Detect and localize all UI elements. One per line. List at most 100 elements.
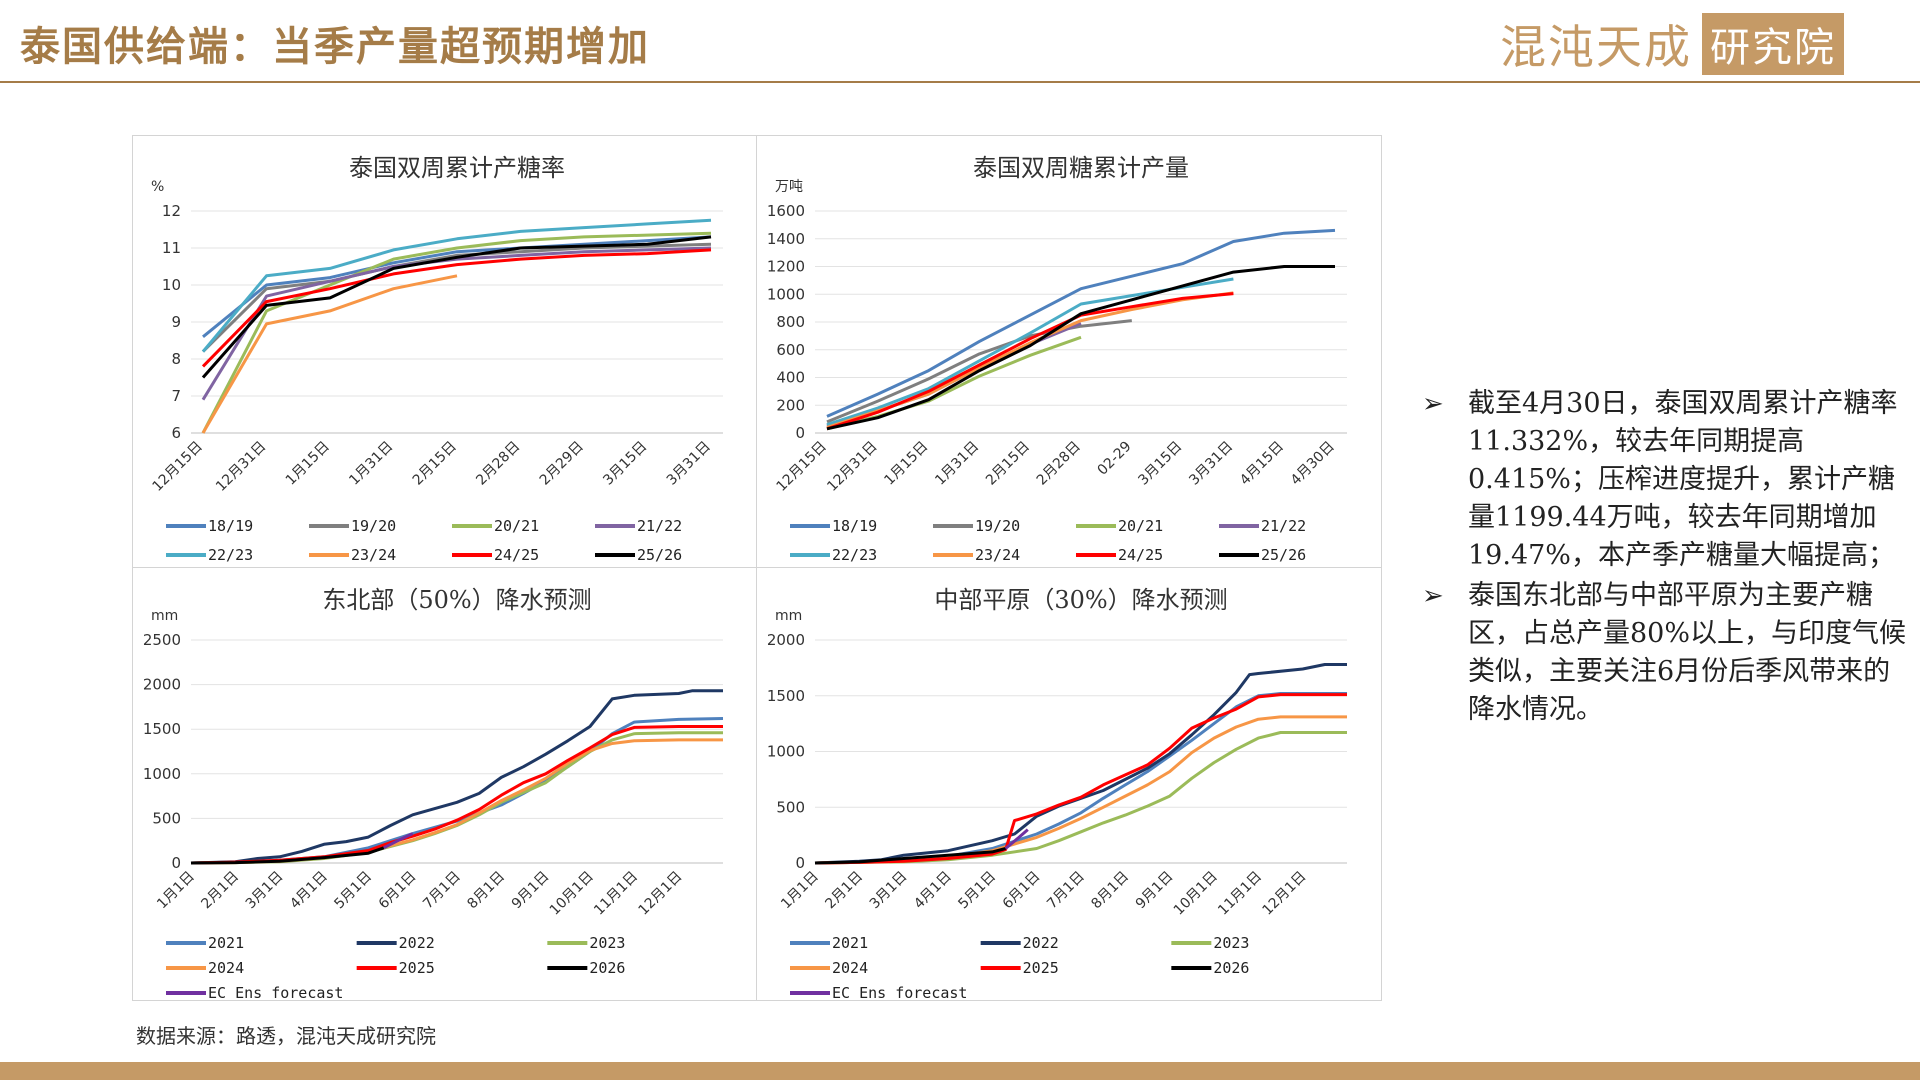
data-source: 数据来源：路透，混沌天成研究院 [136,1024,436,1048]
y-tick-label: 1000 [767,743,805,761]
y-axis-unit: % [151,179,164,195]
chart-central-plain-rainfall: 中部平原（30%）降水预测 mm 0 500 1000 1500 2000 1月1日 2月1日 3… [757,568,1381,1000]
legend-item-2022: 2022 [356,934,435,952]
x-tick-label: 12月31日 [213,439,269,495]
y-tick-label: 12 [162,202,181,220]
bullet-text: 截至4月30日，泰国双周累计产糖率11.332%，较去年同期提高0.415%；压… [1468,388,1898,571]
legend-item-19-20: 19/20 [933,517,1020,535]
legend-item-2024: 2024 [790,959,868,977]
x-tick-label: 7月1日 [420,869,464,913]
x-tick-label: 5月1日 [331,869,375,913]
legend-label: 2021 [832,934,868,952]
legend-label: 25/26 [637,546,682,564]
series-line-19-20 [201,242,712,353]
legend-label: 18/19 [832,517,877,535]
x-tick-label: 3月1日 [867,869,911,913]
chart-title: 东北部（50%）降水预测 [322,586,591,614]
series-line-19-20 [826,319,1132,424]
y-tick-label: 7 [171,387,181,405]
y-tick-label: 8 [171,350,181,368]
legend-item-18-19: 18/19 [166,517,253,535]
legend-item-2023: 2023 [547,934,625,952]
legend-label: 2025 [399,959,435,977]
bullet-point: ➢ 截至4月30日，泰国双周累计产糖率11.332%，较去年同期提高0.415%… [1418,385,1908,575]
y-tick-label: 1000 [767,285,805,303]
series-line-18-19 [826,228,1336,418]
legend-label: 21/22 [1261,517,1306,535]
chart-title: 中部平原（30%）降水预测 [934,586,1227,614]
series-line-23-24 [201,274,458,434]
x-tick-label: 12月15日 [150,439,206,495]
x-tick-label: 3月15日 [1135,439,1185,489]
x-tick-label: 11月1日 [1215,869,1265,919]
series-line-18-19 [202,235,712,338]
legend-label: 2026 [589,959,625,977]
x-tick-label: 8月1日 [464,869,508,913]
footer-bar [0,1062,1920,1080]
legend-item-2023: 2023 [1171,934,1249,952]
x-tick-label: 4月1日 [287,869,331,913]
legend-item-2026: 2026 [547,959,625,977]
legend-item-21-22: 21/22 [595,517,682,535]
legend-label: 2024 [208,959,244,977]
legend-item-18-19: 18/19 [790,517,877,535]
x-tick-label: 8月1日 [1088,869,1132,913]
series-line-25-26 [826,265,1335,431]
x-tick-label: 2月1日 [198,869,242,913]
y-tick-label: 10 [162,276,181,294]
charts-grid: 泰国双周累计产糖率% 6 7 8 9 10 11 12 12月15日 12月31日 1月15日 1月3… [132,135,1382,1001]
legend-label: EC Ens forecast [208,984,343,998]
y-tick-label: 500 [152,809,181,827]
y-tick-label: 2000 [767,631,805,649]
chart-northeast-rainfall: 东北部（50%）降水预测 mm 0 500 1000 1500 2000 2500 1月1日 2月… [133,568,757,1000]
y-tick-label: 1500 [143,720,181,738]
y-tick-label: 1500 [767,687,805,705]
legend-label: 19/20 [975,517,1020,535]
x-tick-label: 6月1日 [376,869,420,913]
legend-label: 21/22 [637,517,682,535]
chart-sugar-rate: 泰国双周累计产糖率% 6 7 8 9 10 11 12 12月15日 12月31日 1月15日 1月3… [133,136,757,568]
series-line-22-23 [201,218,712,353]
series-line-2026 [814,847,1006,865]
y-tick-label: 200 [776,396,805,414]
logo-text: 混沌天成 [1500,20,1692,74]
legend-item-2022: 2022 [980,934,1059,952]
y-tick-label: 0 [795,854,805,872]
legend-item-23-24: 23/24 [309,546,396,564]
y-axis-unit: mm [775,608,802,624]
x-tick-label: 1月1日 [154,869,198,913]
y-tick-label: 1400 [767,230,805,248]
y-tick-label: 800 [776,313,805,331]
legend-item-24-25: 24/25 [1076,546,1163,564]
arrow-bullet-icon: ➢ [1422,389,1444,419]
x-tick-label: 4月30日 [1288,439,1338,489]
legend-item-22-23: 22/23 [166,546,253,564]
series-line-2022 [814,663,1347,865]
legend-item-ec-ens-forecast: EC Ens forecast [790,984,967,998]
x-tick-label: 3月1日 [243,869,287,913]
logo-badge: 研究院 [1702,13,1844,75]
legend-item-22-23: 22/23 [790,546,877,564]
x-tick-label: 3月15日 [600,439,650,489]
legend-item-21-22: 21/22 [1219,517,1306,535]
x-tick-label: 1月15日 [881,439,931,489]
y-axis-unit: mm [151,608,178,624]
x-tick-label: 2月29日 [537,439,587,489]
x-tick-label: 12月1日 [635,869,685,919]
legend-item-19-20: 19/20 [309,517,396,535]
commentary: ➢ 截至4月30日，泰国双周累计产糖率11.332%，较去年同期提高0.415%… [1418,385,1908,731]
y-tick-label: 1600 [767,202,805,220]
x-tick-label: 1月1日 [778,869,822,913]
series-line-24-25 [201,248,712,368]
chart-title: 泰国双周累计产糖率 [349,154,565,182]
legend-item-2024: 2024 [166,959,244,977]
legend-item-23-24: 23/24 [933,546,1020,564]
series-line-25-26 [201,235,712,379]
arrow-bullet-icon: ➢ [1422,581,1444,611]
legend-item-2021: 2021 [166,934,244,952]
legend-label: 2023 [1213,934,1249,952]
legend-label: 23/24 [351,546,396,564]
page-title: 泰国供给端：当季产量超预期增加 [20,23,650,70]
legend-item-25-26: 25/26 [1219,546,1306,564]
